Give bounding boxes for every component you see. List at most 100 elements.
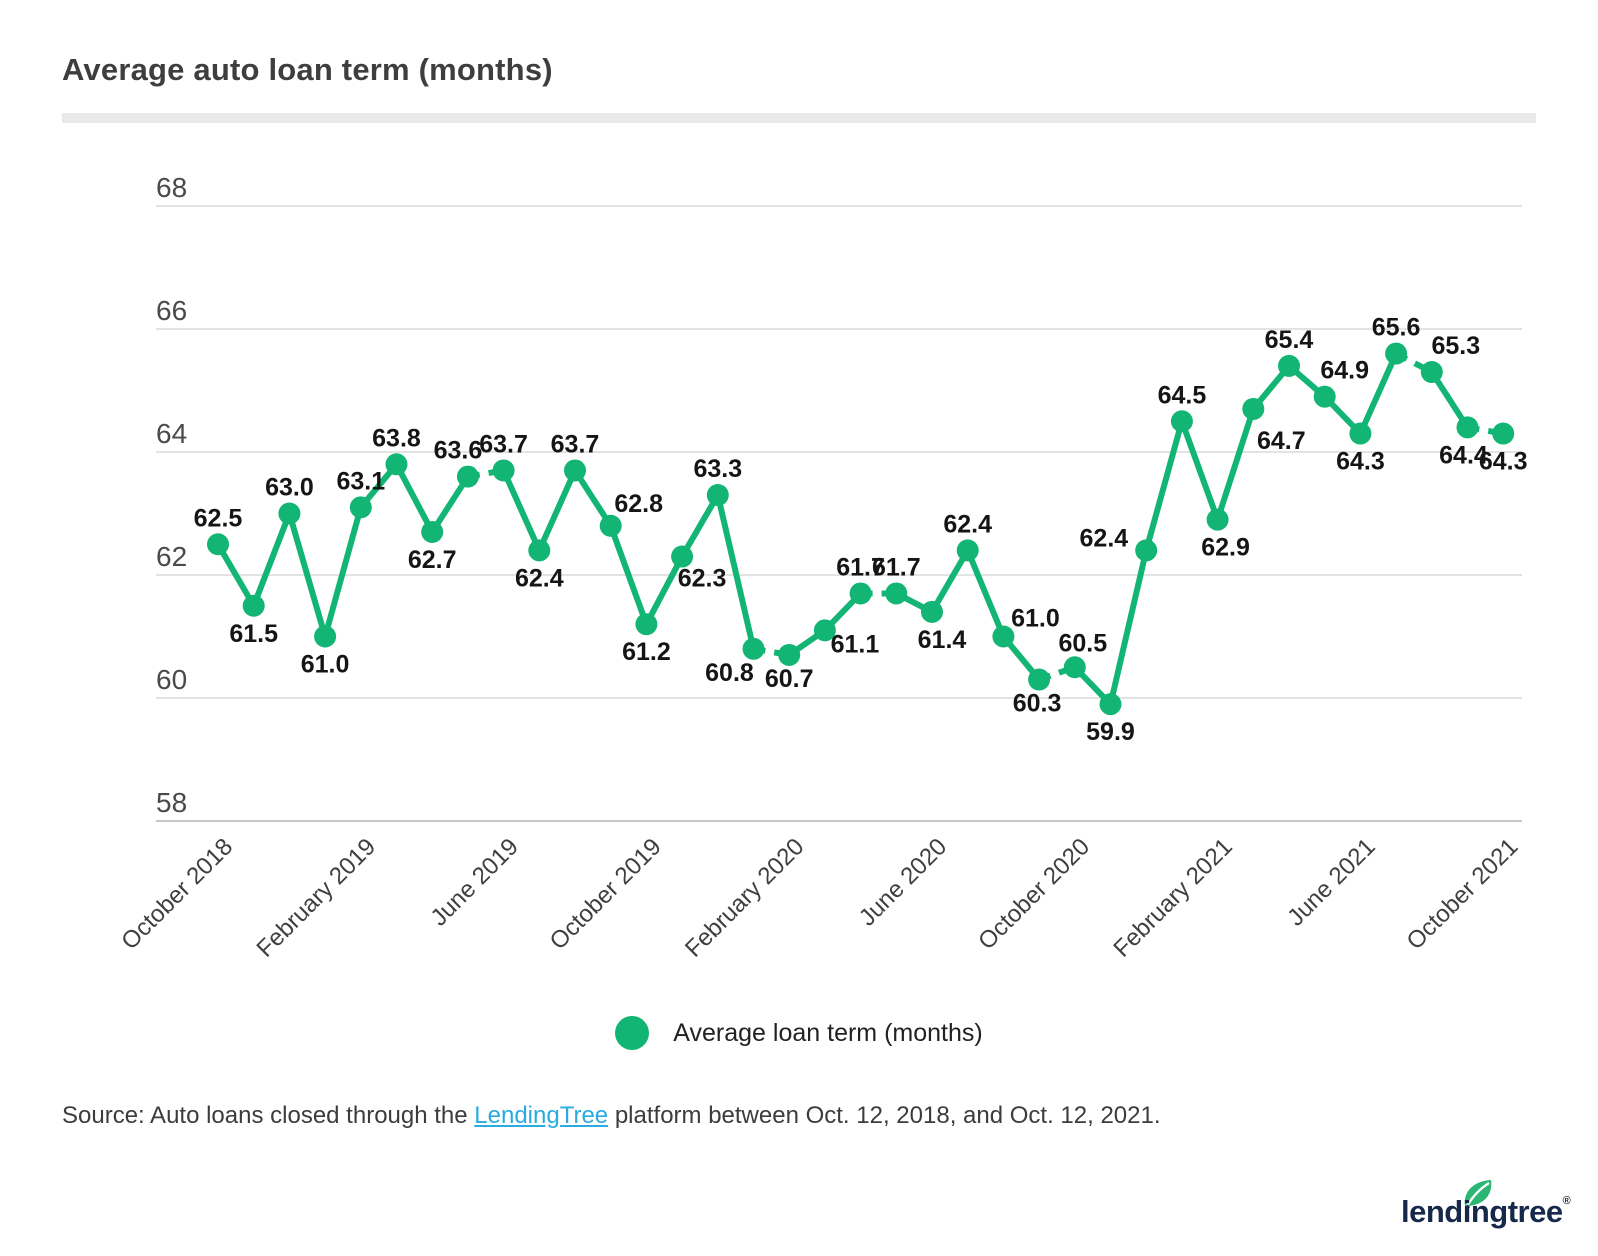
data-point-marker [1349,422,1372,445]
data-point-marker [528,539,551,562]
line-segment [393,461,436,535]
data-point-label: 63.8 [372,424,421,452]
data-point-label: 65.4 [1265,326,1314,354]
lendingtree-logo: lendingtree® [1401,1178,1576,1240]
data-point-label: 60.7 [765,665,814,693]
data-point-label: 64.7 [1257,427,1306,455]
data-point-label: 63.1 [336,467,385,495]
y-tick-label: 58 [156,787,187,818]
data-point-label: 61.5 [229,620,278,648]
data-point-label: 64.4 [1439,441,1488,469]
logo-text: lendingtree [1401,1194,1563,1229]
data-point-label: 62.8 [614,490,663,518]
data-point-marker [1278,354,1300,377]
x-tick-label: October 2019 [545,833,667,955]
data-point-marker [564,459,586,482]
data-point-marker [599,514,622,537]
line-segment [500,467,543,554]
data-point-label: 64.9 [1320,357,1369,385]
y-tick-label: 62 [156,541,187,572]
y-tick-label: 66 [156,295,187,326]
data-point-marker [849,582,872,605]
data-point-label: 61.7 [872,553,921,581]
data-point-label: 65.3 [1431,332,1480,360]
data-point-label: 63.6 [434,437,483,465]
logo-wordmark: lendingtree® [1401,1194,1571,1230]
title-divider [62,113,1536,123]
data-point-label: 62.9 [1201,534,1250,562]
data-point-label: 63.3 [693,455,742,483]
data-point-marker [1313,385,1336,408]
data-point-marker [1492,422,1515,445]
data-point-marker [992,625,1015,648]
lendingtree-link[interactable]: LendingTree [474,1102,609,1129]
legend-marker-icon [615,1016,650,1050]
line-segment [607,522,650,628]
line-segment [1143,418,1185,554]
y-tick-label: 60 [156,664,187,695]
source-note: Source: Auto loans closed through the Le… [62,1102,1161,1130]
data-point-marker [635,613,658,636]
data-point-marker [742,637,765,660]
legend: Average loan term (months) [0,1016,1598,1050]
data-point-marker [492,459,515,482]
data-point-label: 63.0 [265,474,314,502]
line-segment [964,547,1007,640]
data-point-label: 62.4 [943,510,992,538]
line-segment [679,492,721,560]
x-tick-label: February 2021 [1108,833,1237,962]
data-point-marker [1420,361,1443,384]
data-point-label: 64.3 [1336,448,1385,476]
data-point-marker [956,539,979,562]
x-tick-label: June 2020 [854,833,952,931]
data-point-marker [421,520,444,543]
data-point-label: 61.4 [918,626,967,654]
data-point-marker [1063,656,1086,679]
data-point-marker [1206,508,1229,531]
data-point-marker [1170,410,1193,433]
line-segment [714,492,757,652]
data-point-marker [385,453,408,476]
x-tick-label: February 2020 [680,833,809,962]
source-suffix: platform between Oct. 12, 2018, and Oct.… [608,1102,1161,1129]
data-point-label: 61.0 [1011,605,1060,633]
data-point-marker [706,484,729,507]
data-point-marker [349,496,372,519]
x-tick-label: October 2020 [973,833,1095,955]
data-point-label: 61.1 [831,630,880,658]
leaf-icon [1464,1180,1492,1209]
data-point-label: 62.4 [1080,524,1129,552]
data-point-marker [1385,342,1408,365]
line-segment [286,510,329,640]
data-point-marker [1028,668,1051,691]
data-point-label: 59.9 [1086,718,1135,746]
data-point-label: 61.0 [301,651,350,679]
data-point-marker [456,465,479,488]
line-segment [1214,405,1257,523]
x-tick-label: June 2019 [425,833,523,931]
data-point-label: 62.7 [408,546,457,574]
data-point-label: 62.4 [515,564,564,592]
data-point-label: 60.3 [1013,690,1062,718]
data-point-label: 61.2 [622,638,671,666]
data-point-marker [1135,539,1158,562]
data-point-label: 61.7 [836,553,885,581]
data-point-marker [314,625,337,648]
data-point-label: 64.3 [1479,448,1528,476]
data-point-label: 62.5 [194,504,243,532]
line-segment [1357,350,1400,437]
data-point-marker [778,643,801,666]
data-point-label: 60.5 [1058,629,1107,657]
data-point-label: 60.8 [705,659,754,687]
data-point-marker [1242,397,1265,420]
data-point-label: 62.3 [678,565,727,593]
data-point-marker [278,502,301,525]
data-point-marker [671,545,694,568]
data-point-marker [813,619,836,642]
line-segment [215,541,257,609]
data-point-marker [242,594,265,617]
x-tick-label: October 2021 [1402,833,1524,955]
data-point-marker [207,533,229,556]
